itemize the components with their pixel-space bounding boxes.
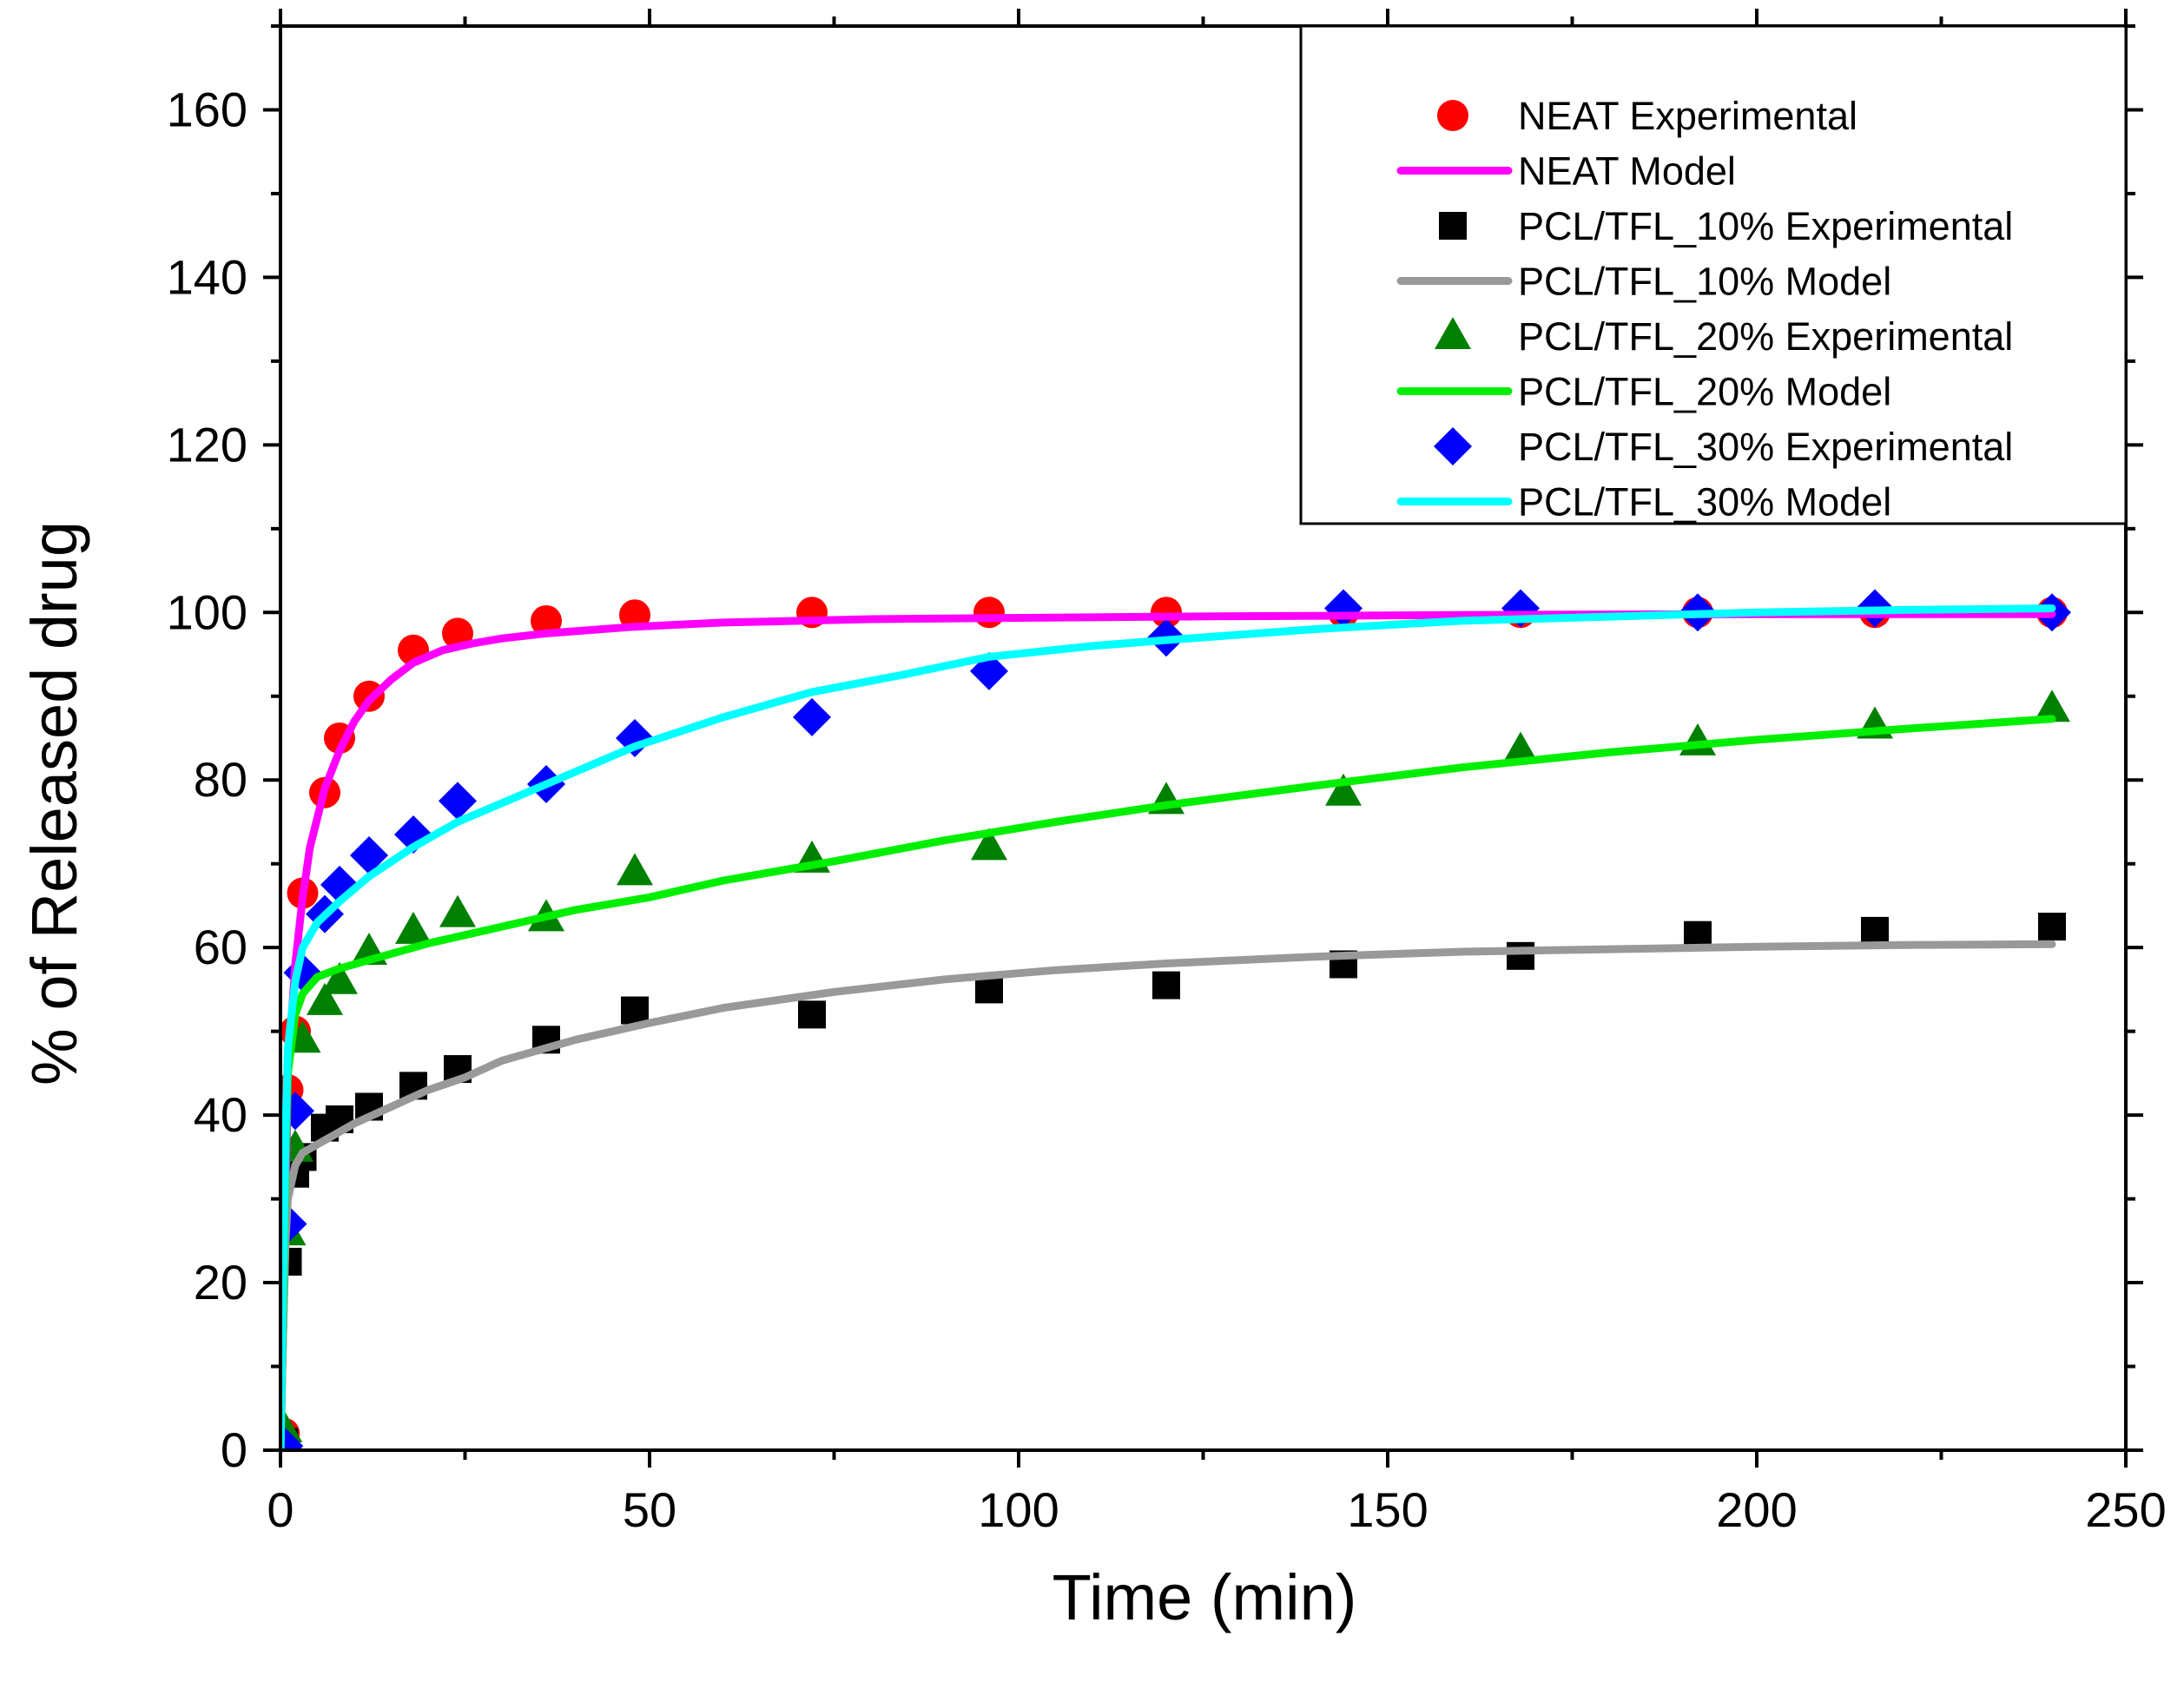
y-tick-label: 40 bbox=[194, 1087, 247, 1142]
data-point-pcl-tfl-20-experimental-5 bbox=[321, 961, 358, 994]
data-point-neat-experimental-12 bbox=[973, 597, 1005, 629]
y-tick-label: 160 bbox=[167, 82, 247, 136]
data-point-neat-experimental-9 bbox=[531, 604, 562, 637]
x-tick-label: 250 bbox=[2085, 1482, 2166, 1537]
legend-label-pcl-tfl-30-model: PCL/TFL_30% Model bbox=[1518, 480, 1891, 525]
model-line-pcl-tfl-20-model bbox=[280, 715, 2056, 1450]
data-point-pcl-tfl-20-experimental-15 bbox=[1502, 731, 1539, 764]
y-tick-label: 100 bbox=[167, 584, 247, 639]
y-tick-label: 60 bbox=[194, 920, 247, 974]
data-point-pcl-tfl-30-experimental-8 bbox=[439, 782, 477, 821]
data-point-pcl-tfl-20-experimental-10 bbox=[617, 853, 653, 886]
data-point-pcl-tfl-10-experimental-11 bbox=[798, 1000, 826, 1029]
legend: NEAT Experimental NEAT Model PCL/TFL_10% E… bbox=[1299, 24, 2128, 525]
series-neat-experimental bbox=[280, 597, 2068, 1449]
x-tick-label: 0 bbox=[267, 1482, 294, 1537]
y-tick-label: 0 bbox=[221, 1422, 247, 1477]
data-point-pcl-tfl-30-experimental-0 bbox=[280, 1427, 304, 1450]
x-tick-label: 150 bbox=[1347, 1482, 1428, 1537]
x-tick-label: 200 bbox=[1716, 1482, 1797, 1537]
legend-label-pcl-tfl-20-experimental: PCL/TFL_20% Experimental bbox=[1518, 314, 2013, 359]
y-axis-title: % of Released drug bbox=[18, 521, 90, 1085]
data-point-pcl-tfl-10-experimental-18 bbox=[2038, 913, 2066, 941]
data-point-pcl-tfl-20-experimental-14 bbox=[1325, 773, 1362, 806]
legend-label-pcl-tfl-10-experimental: PCL/TFL_10% Experimental bbox=[1518, 204, 2013, 248]
model-line-pcl-tfl-10-model bbox=[280, 940, 2056, 1450]
y-tick-label: 80 bbox=[194, 752, 247, 807]
data-point-pcl-tfl-10-experimental-15 bbox=[1507, 941, 1534, 970]
model-line-pcl-tfl-30-model bbox=[280, 604, 2056, 1450]
x-tick-label: 100 bbox=[978, 1482, 1059, 1537]
legend-label-neat-experimental: NEAT Experimental bbox=[1518, 94, 1857, 138]
y-tick-label: 140 bbox=[167, 249, 247, 304]
x-axis-title: Time (min) bbox=[1052, 1561, 1357, 1633]
legend-box bbox=[1299, 24, 2128, 525]
y-tick-label: 20 bbox=[194, 1255, 247, 1310]
y-tick-label: 120 bbox=[167, 417, 247, 472]
data-point-pcl-tfl-20-experimental-16 bbox=[1679, 722, 1716, 755]
legend-label-pcl-tfl-20-model: PCL/TFL_20% Model bbox=[1518, 370, 1891, 414]
model-line-neat-model bbox=[280, 610, 2056, 1450]
data-point-pcl-tfl-20-experimental-8 bbox=[439, 894, 476, 927]
legend-label-pcl-tfl-30-experimental: PCL/TFL_30% Experimental bbox=[1518, 425, 2013, 469]
series-layer bbox=[280, 589, 2071, 1450]
data-point-pcl-tfl-20-experimental-12 bbox=[971, 828, 1007, 861]
data-point-pcl-tfl-20-experimental-4 bbox=[307, 982, 343, 1015]
legend-swatch-pcl-tfl-30-experimental bbox=[1434, 427, 1472, 465]
data-point-pcl-tfl-10-experimental-10 bbox=[621, 996, 649, 1025]
legend-label-pcl-tfl-10-model: PCL/TFL_10% Model bbox=[1518, 260, 1891, 304]
x-tick-label: 50 bbox=[623, 1482, 676, 1537]
data-point-pcl-tfl-10-experimental-13 bbox=[1152, 971, 1180, 1000]
series-pcl-tfl-10-experimental bbox=[280, 913, 2066, 1450]
data-point-pcl-tfl-30-experimental-14 bbox=[1324, 589, 1363, 628]
data-point-pcl-tfl-30-experimental-6 bbox=[350, 836, 388, 875]
axes-layer: 0 50 100 150 200 250 0 20 40 60 80 100 120 140 160 bbox=[167, 9, 2167, 1537]
legend-swatch-neat-experimental bbox=[1437, 100, 1468, 131]
data-point-pcl-tfl-10-experimental-17 bbox=[1861, 916, 1889, 945]
data-point-pcl-tfl-30-experimental-11 bbox=[793, 697, 831, 736]
data-point-pcl-tfl-20-experimental-18 bbox=[2034, 689, 2070, 722]
data-point-pcl-tfl-20-experimental-7 bbox=[395, 911, 432, 944]
legend-swatch-pcl-tfl-20-experimental bbox=[1435, 317, 1471, 349]
legend-label-neat-model: NEAT Model bbox=[1518, 149, 1736, 194]
legend-swatch-pcl-tfl-10-experimental bbox=[1439, 212, 1467, 240]
